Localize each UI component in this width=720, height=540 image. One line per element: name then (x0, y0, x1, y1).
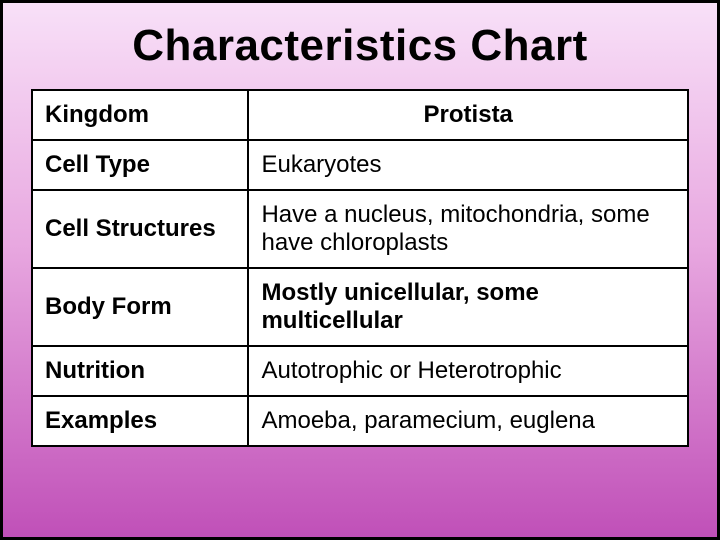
row-value-body-form: Mostly unicellular, some multicellular (248, 268, 688, 346)
row-label-cell-structures: Cell Structures (32, 190, 248, 268)
row-value-examples: Amoeba, paramecium, euglena (248, 396, 688, 446)
row-label-nutrition: Nutrition (32, 346, 248, 396)
row-label-examples: Examples (32, 396, 248, 446)
table-row: Cell Type Eukaryotes (32, 140, 688, 190)
slide: Characteristics Chart Kingdom Protista C… (0, 0, 720, 540)
row-value-cell-structures: Have a nucleus, mitochondria, some have … (248, 190, 688, 268)
chart-title: Characteristics Chart (132, 21, 588, 71)
table-row: Nutrition Autotrophic or Heterotrophic (32, 346, 688, 396)
row-label-kingdom: Kingdom (32, 90, 248, 140)
table-row: Cell Structures Have a nucleus, mitochon… (32, 190, 688, 268)
table-row: Body Form Mostly unicellular, some multi… (32, 268, 688, 346)
row-label-body-form: Body Form (32, 268, 248, 346)
row-label-cell-type: Cell Type (32, 140, 248, 190)
row-value-nutrition: Autotrophic or Heterotrophic (248, 346, 688, 396)
characteristics-table: Kingdom Protista Cell Type Eukaryotes Ce… (31, 89, 689, 447)
row-value-kingdom: Protista (248, 90, 688, 140)
row-value-cell-type: Eukaryotes (248, 140, 688, 190)
table-row: Kingdom Protista (32, 90, 688, 140)
table-row: Examples Amoeba, paramecium, euglena (32, 396, 688, 446)
